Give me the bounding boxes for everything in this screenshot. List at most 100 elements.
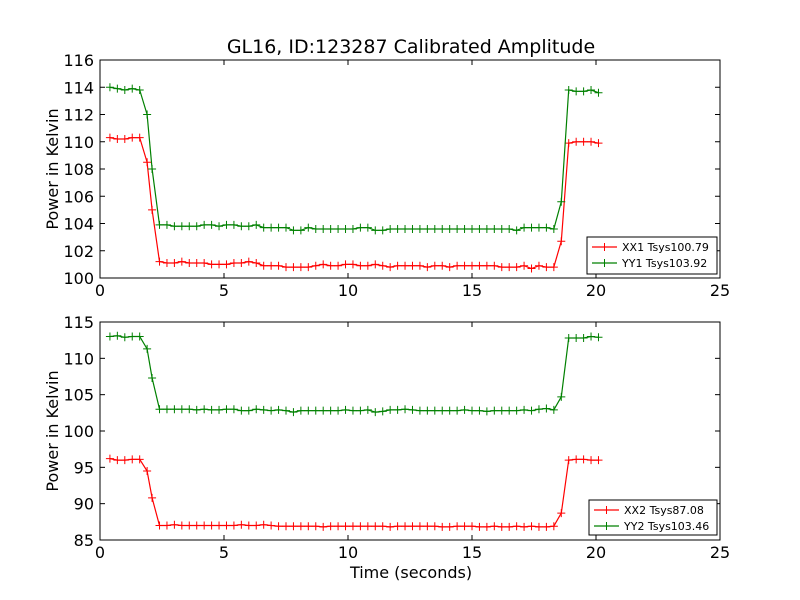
y-tick-label: 90 — [74, 495, 94, 514]
data-point — [311, 522, 320, 531]
data-point — [505, 224, 514, 233]
data-point — [475, 261, 484, 270]
legend-marker — [602, 506, 611, 514]
data-point — [460, 522, 469, 531]
data-point — [549, 263, 558, 272]
x-tick-label: 10 — [338, 281, 358, 300]
legend-marker — [600, 259, 609, 267]
data-point — [237, 222, 246, 231]
x-tick-label: 10 — [338, 543, 358, 562]
data-point — [319, 260, 328, 269]
data-point — [453, 406, 462, 415]
data-point — [319, 406, 328, 415]
data-point — [162, 405, 171, 414]
data-point — [363, 522, 372, 531]
data-point — [520, 405, 529, 414]
data-point — [326, 224, 335, 233]
data-point — [162, 220, 171, 229]
data-point — [520, 522, 529, 531]
data-point — [445, 522, 454, 531]
data-point — [282, 223, 290, 232]
data-point — [252, 521, 261, 530]
data-point — [229, 220, 238, 229]
data-point — [371, 260, 380, 269]
data-point — [259, 405, 268, 414]
data-point — [215, 521, 224, 530]
data-point — [542, 404, 551, 413]
data-point — [512, 522, 521, 531]
data-point — [135, 455, 144, 464]
data-point — [304, 223, 313, 232]
data-point — [289, 226, 298, 235]
data-point — [244, 257, 253, 266]
data-point — [229, 521, 238, 530]
data-point — [512, 406, 521, 415]
data-point — [468, 406, 476, 415]
data-point — [453, 522, 462, 531]
data-point — [155, 257, 164, 266]
x-tick-label: 25 — [710, 281, 730, 300]
data-point — [274, 522, 283, 531]
data-point — [356, 223, 365, 232]
data-point — [229, 405, 238, 414]
x-tick-label: 20 — [586, 281, 606, 300]
data-point — [594, 456, 603, 465]
data-point — [311, 261, 320, 270]
data-point — [113, 456, 122, 465]
data-point — [564, 456, 573, 465]
data-point — [282, 522, 290, 531]
data-point — [143, 158, 152, 167]
y-tick-label: 95 — [74, 458, 94, 477]
legend-label: YY1 Tsys103.92 — [621, 257, 707, 270]
data-point — [304, 406, 313, 415]
data-point — [177, 257, 186, 266]
data-point — [408, 261, 417, 270]
data-point — [177, 405, 186, 414]
data-point — [296, 406, 305, 415]
data-point — [334, 261, 343, 270]
data-point — [237, 259, 246, 268]
data-point — [170, 520, 179, 529]
data-point — [143, 466, 152, 475]
data-point — [128, 332, 137, 341]
data-point — [371, 522, 380, 531]
data-point — [267, 223, 276, 232]
data-point — [401, 224, 410, 233]
data-point — [415, 406, 424, 415]
data-point — [207, 405, 216, 414]
data-point — [274, 405, 283, 414]
data-point — [430, 224, 439, 233]
data-point — [468, 224, 476, 233]
x-tick-label: 20 — [586, 543, 606, 562]
data-point — [319, 522, 328, 531]
data-point — [113, 135, 122, 144]
data-point — [252, 220, 261, 229]
data-point — [185, 521, 194, 530]
data-point — [135, 85, 144, 94]
y-tick-label: 106 — [63, 187, 94, 206]
data-point — [259, 223, 268, 232]
plot-panel-1: 0 5 10 15 20 25 100 102 104 106 108 110 112 114 116 Pow… — [43, 51, 730, 300]
data-point — [244, 222, 253, 231]
data-point — [252, 405, 261, 414]
data-point — [185, 259, 194, 268]
data-point — [282, 406, 290, 415]
data-point — [415, 522, 424, 531]
data-point — [527, 223, 536, 232]
data-point — [105, 454, 114, 463]
data-point — [289, 263, 298, 272]
data-point — [207, 521, 216, 530]
data-point — [415, 224, 424, 233]
data-point — [200, 405, 209, 414]
data-point — [304, 522, 313, 531]
data-point — [120, 456, 129, 465]
data-point — [296, 226, 305, 235]
data-point — [497, 522, 506, 531]
data-point — [222, 260, 231, 269]
data-point — [113, 84, 122, 93]
data-point — [274, 261, 283, 270]
data-point — [170, 405, 179, 414]
chart-title: GL16, ID:123287 Calibrated Amplitude — [227, 36, 595, 58]
data-point — [572, 455, 581, 464]
data-point — [430, 406, 439, 415]
